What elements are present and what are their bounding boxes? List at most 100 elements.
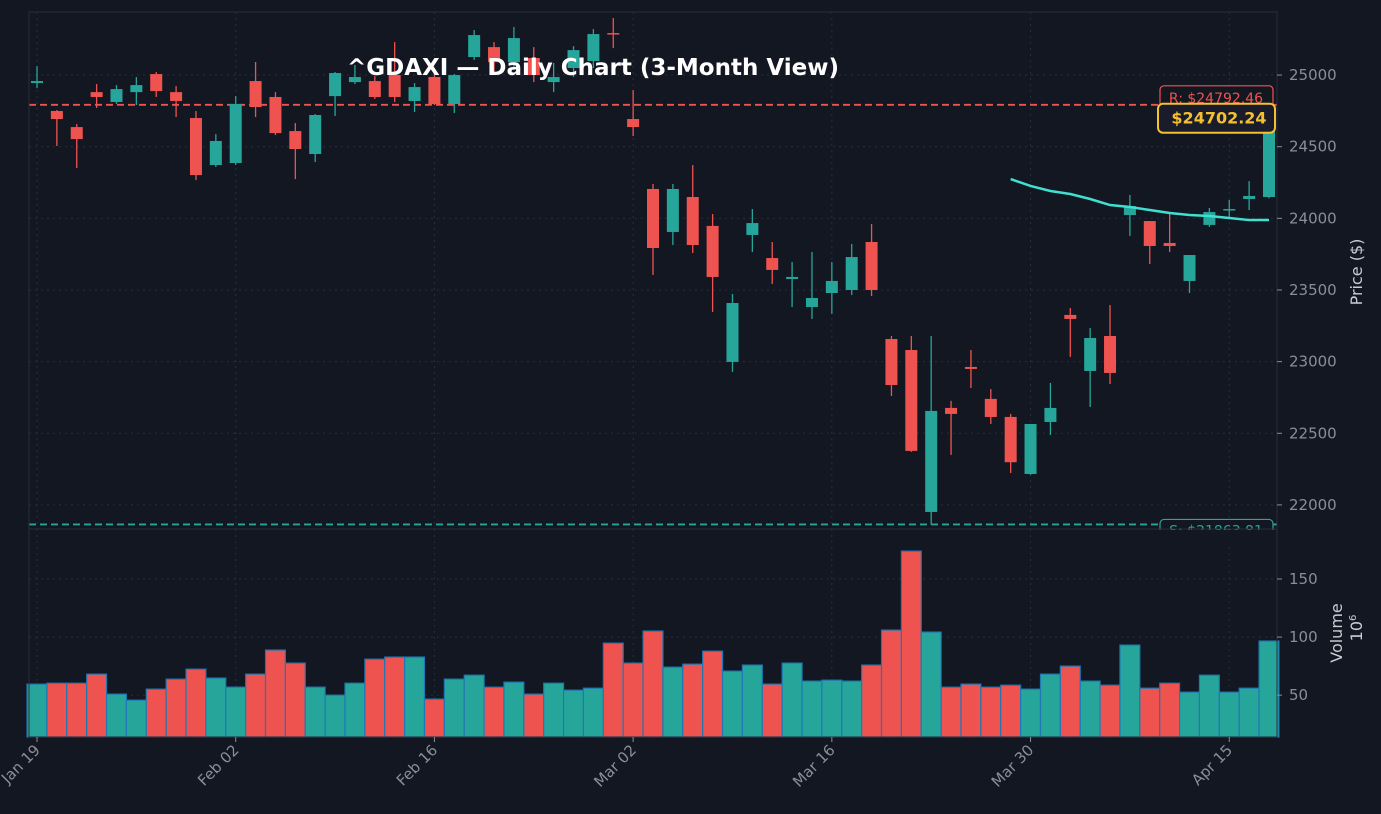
candle-body	[269, 96, 282, 134]
volume-bar	[1159, 682, 1181, 738]
price-labels: R: $24792.46S: $21863.81$24702.24	[29, 85, 1277, 544]
candle-body	[448, 75, 461, 104]
volume-bar	[940, 686, 962, 738]
candle-body	[388, 75, 401, 97]
candle-body	[170, 92, 183, 101]
volume-bar	[543, 682, 565, 738]
volume-bar	[861, 664, 883, 738]
candle-body	[587, 34, 600, 62]
volume-bar	[682, 663, 704, 738]
candle-body	[1044, 407, 1057, 422]
volume-bar	[1198, 674, 1220, 738]
volume-bar	[404, 656, 426, 738]
candle-body	[368, 81, 381, 97]
volume-bar	[741, 664, 763, 738]
volume-bar	[562, 689, 585, 738]
volume-axis-label: Volume	[1327, 603, 1346, 663]
candle-body	[666, 188, 679, 232]
candle-body	[50, 111, 63, 120]
volume-bar	[1039, 673, 1061, 738]
volume-bar	[821, 679, 843, 738]
candle-body	[964, 366, 977, 369]
candle-body	[229, 103, 242, 164]
volume-bar	[423, 698, 445, 738]
volume-bar	[225, 686, 247, 738]
volume-bar	[66, 682, 88, 738]
volume-bar	[483, 686, 505, 738]
candle-body	[31, 81, 43, 84]
candle-body	[428, 77, 441, 104]
candle-body	[766, 258, 779, 270]
volume-bar	[1178, 691, 1201, 738]
candle-body	[726, 303, 739, 362]
candle-body	[1243, 195, 1256, 199]
candle-body	[130, 85, 143, 93]
volume-bar	[125, 699, 147, 738]
volume-bar	[1139, 687, 1161, 738]
candle-body	[1064, 314, 1077, 319]
candle-body	[945, 407, 958, 414]
volume-bar	[622, 662, 644, 738]
volume-bar	[602, 642, 624, 738]
volume-bar	[1119, 644, 1141, 738]
candle-body	[329, 73, 342, 97]
candle-body	[150, 74, 163, 92]
candle-body	[507, 38, 520, 63]
volume-bar	[284, 662, 306, 738]
volume-bar	[642, 630, 664, 738]
candle-body	[1024, 423, 1037, 474]
candle-body	[1104, 335, 1117, 373]
price-tick-label: 22000	[1289, 496, 1337, 514]
volume-bar	[900, 550, 922, 738]
candle-body	[607, 33, 620, 35]
candle-body	[309, 115, 322, 155]
volume-bar	[503, 681, 525, 738]
price-axis-label: Price ($)	[1347, 239, 1366, 306]
volume-bar	[920, 631, 942, 738]
support-resistance-lines	[29, 103, 1277, 526]
candle-body	[289, 131, 302, 149]
volume-bar	[662, 666, 684, 738]
volume-bar	[245, 673, 267, 738]
volume-bar	[781, 662, 803, 738]
candle-body	[1084, 337, 1097, 371]
candle-body	[1123, 206, 1136, 216]
candle-body	[70, 127, 83, 140]
volume-bar	[1218, 691, 1240, 738]
volume-bar	[205, 677, 227, 738]
candle-body	[348, 77, 361, 83]
candle-body	[1183, 255, 1196, 281]
price-tick-label: 25000	[1289, 66, 1337, 84]
chart-title: ^GDAXI — Daily Chart (3-Month View)	[347, 55, 839, 81]
candle-body	[90, 92, 103, 97]
candle-body	[925, 410, 938, 512]
candle-body	[1223, 209, 1236, 211]
volume-bar	[26, 683, 48, 738]
candle-body	[567, 50, 580, 69]
volume-tick-label: 150	[1289, 570, 1318, 588]
candle-body	[746, 223, 759, 235]
candle-body	[1004, 416, 1017, 463]
candle-body	[865, 241, 878, 290]
volume-bar	[980, 686, 1002, 738]
candle-body	[110, 89, 123, 102]
volume-bar	[761, 683, 783, 738]
price-tick-label: 24500	[1289, 138, 1337, 156]
volume-bar	[324, 694, 346, 738]
volume-bar	[384, 656, 406, 738]
volume-bar	[1079, 680, 1101, 738]
price-tick-label: 24000	[1289, 209, 1337, 227]
volume-exponent-label: 106	[1347, 615, 1366, 642]
candle-body	[488, 47, 501, 63]
price-tick-label: 23500	[1289, 281, 1337, 299]
candle-body	[706, 225, 719, 277]
volume-tick-label: 50	[1289, 686, 1308, 704]
candle-body	[527, 57, 540, 76]
volume-bar	[523, 693, 545, 738]
volume-bar	[145, 688, 167, 738]
candle-body	[786, 276, 799, 279]
candle-body	[647, 188, 659, 249]
candle-body	[845, 257, 858, 290]
volume-bar	[702, 650, 724, 738]
volume-bar	[364, 658, 386, 738]
